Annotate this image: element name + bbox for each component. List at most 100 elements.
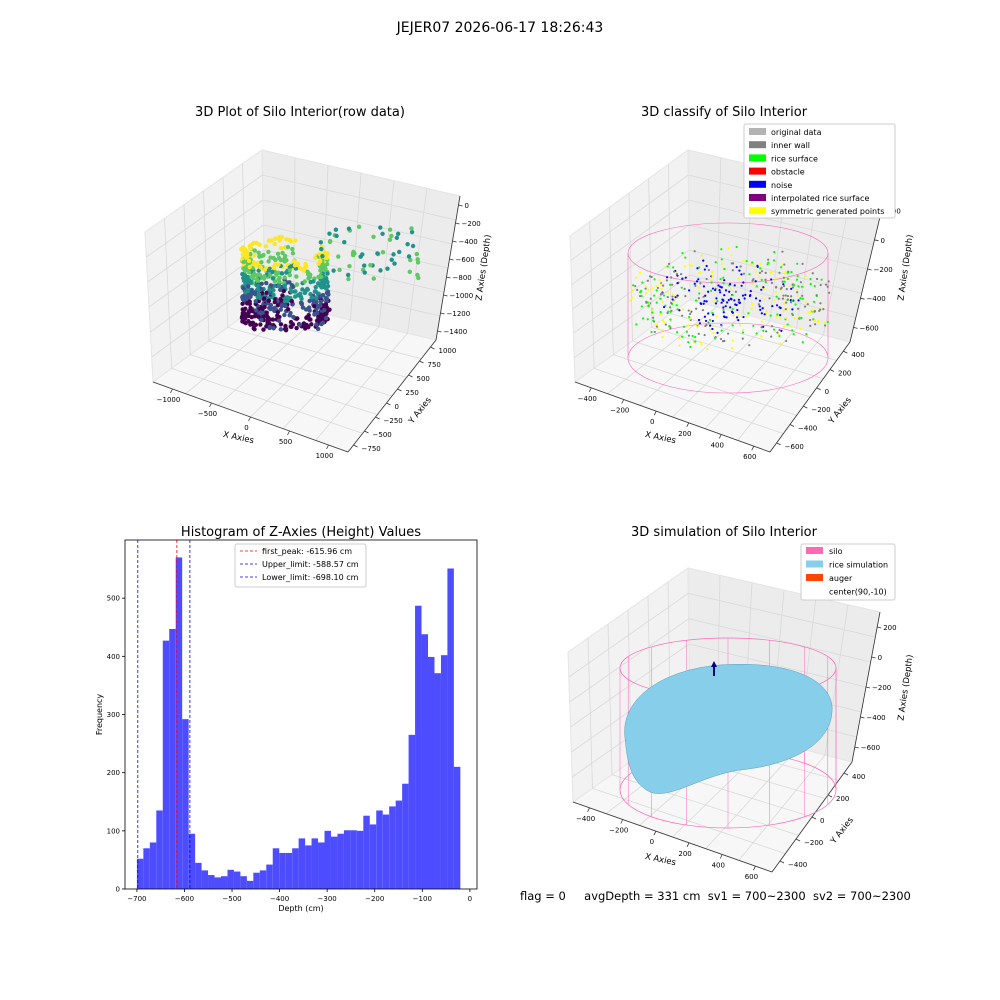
classified-point: [786, 294, 790, 298]
classified-point: [694, 335, 697, 339]
classified-point: [644, 285, 648, 288]
classified-point: [666, 291, 669, 294]
plot2-z-tick-label: −200: [874, 266, 893, 274]
classified-point: [751, 303, 754, 306]
classified-point: [658, 279, 661, 282]
raw-point: [321, 293, 326, 298]
raw-point: [271, 288, 276, 293]
raw-point: [243, 320, 248, 326]
plot1-x-tick: [326, 444, 329, 450]
plot4-z-tick: [860, 716, 865, 719]
classified-point: [723, 315, 726, 319]
plot4-z-tick-label: −600: [861, 744, 880, 752]
histogram-bar: [337, 833, 344, 889]
classified-point: [731, 294, 734, 297]
plot1-y-tick-label: 750: [428, 361, 441, 369]
histogram-bar: [350, 830, 357, 889]
plot4-z-axis-label: Z Axies (Depth): [896, 654, 915, 721]
classified-point: [670, 283, 674, 286]
plot2-y-tick-label: 200: [838, 370, 851, 378]
plot3-y-tick-label: 500: [107, 595, 120, 603]
raw-point: [333, 227, 339, 232]
raw-point: [408, 257, 413, 263]
classified-point: [676, 282, 679, 285]
plot2-legend-label: original data: [771, 128, 822, 137]
classified-point: [777, 333, 780, 336]
classified-point: [683, 287, 686, 290]
raw-point: [315, 326, 321, 332]
classified-point: [737, 298, 741, 301]
histogram-bar: [356, 830, 364, 889]
classified-point: [785, 288, 788, 291]
classified-point: [754, 297, 758, 300]
classified-point: [797, 299, 800, 302]
classified-point: [641, 281, 644, 284]
raw-point: [331, 268, 336, 273]
histogram-bar: [279, 852, 286, 889]
classified-point: [672, 266, 675, 269]
classified-point: [822, 308, 825, 311]
classified-point: [675, 295, 679, 298]
classified-point: [747, 312, 750, 315]
raw-point: [240, 319, 245, 324]
classified-point: [711, 319, 714, 323]
classified-point: [716, 331, 719, 334]
classified-point: [672, 293, 675, 297]
classified-point: [782, 294, 785, 297]
plot1-z-tick: [440, 312, 445, 315]
classified-point: [806, 303, 809, 306]
classified-point: [783, 280, 786, 283]
classified-point: [703, 333, 706, 337]
plot3-y-tick-label: 0: [116, 886, 120, 894]
classified-point: [785, 301, 788, 304]
plot1-x-tick-label: 0: [244, 424, 248, 432]
raw-point: [311, 279, 316, 284]
classified-point: [662, 284, 665, 287]
histogram-bar: [402, 783, 409, 889]
classified-point: [653, 278, 656, 281]
classified-point: [800, 316, 803, 320]
classified-point: [694, 340, 697, 343]
classified-point: [668, 324, 671, 328]
classified-point: [720, 301, 723, 304]
classified-point: [708, 318, 712, 322]
raw-point: [394, 235, 400, 240]
raw-point: [276, 255, 282, 261]
raw-point: [282, 283, 287, 288]
raw-point: [266, 316, 271, 322]
classified-point: [740, 273, 743, 276]
plot1-x-tick-label: −500: [198, 410, 217, 418]
classified-point: [687, 341, 690, 344]
plot4-y-tick-label: −400: [788, 861, 807, 869]
raw-point: [277, 238, 282, 243]
classified-point: [655, 289, 658, 292]
classified-point: [715, 297, 718, 300]
classified-point: [704, 319, 708, 323]
plot1-y-tick-label: 1000: [439, 347, 457, 355]
raw-point: [270, 276, 276, 281]
plot1-z-tick-label: −1200: [447, 310, 471, 318]
classified-point: [767, 258, 770, 261]
plot2-z-tick-label: −600: [860, 324, 879, 332]
classified-point: [789, 325, 792, 328]
plot2-z-tick-label: −400: [867, 295, 886, 303]
classified-point: [651, 308, 654, 311]
histogram-bar: [214, 877, 221, 889]
classified-point: [716, 300, 719, 303]
classified-point: [731, 339, 734, 342]
classified-point: [687, 309, 690, 312]
classified-point: [669, 310, 672, 313]
plot3-legend-label: Upper_limit: -588.57 cm: [262, 560, 359, 569]
raw-point: [409, 229, 415, 235]
raw-point: [318, 274, 324, 280]
plot3-legend: first_peak: -615.96 cm Upper_limit: -588.…: [234, 543, 367, 588]
classified-point: [799, 327, 802, 331]
plot1-y-tick: [419, 360, 424, 364]
classified-point: [651, 287, 654, 290]
raw-point: [313, 284, 318, 290]
histogram-bar: [195, 862, 202, 889]
classified-point: [760, 278, 763, 281]
raw-point: [264, 310, 269, 315]
classified-point: [696, 326, 699, 329]
raw-point: [282, 312, 287, 318]
